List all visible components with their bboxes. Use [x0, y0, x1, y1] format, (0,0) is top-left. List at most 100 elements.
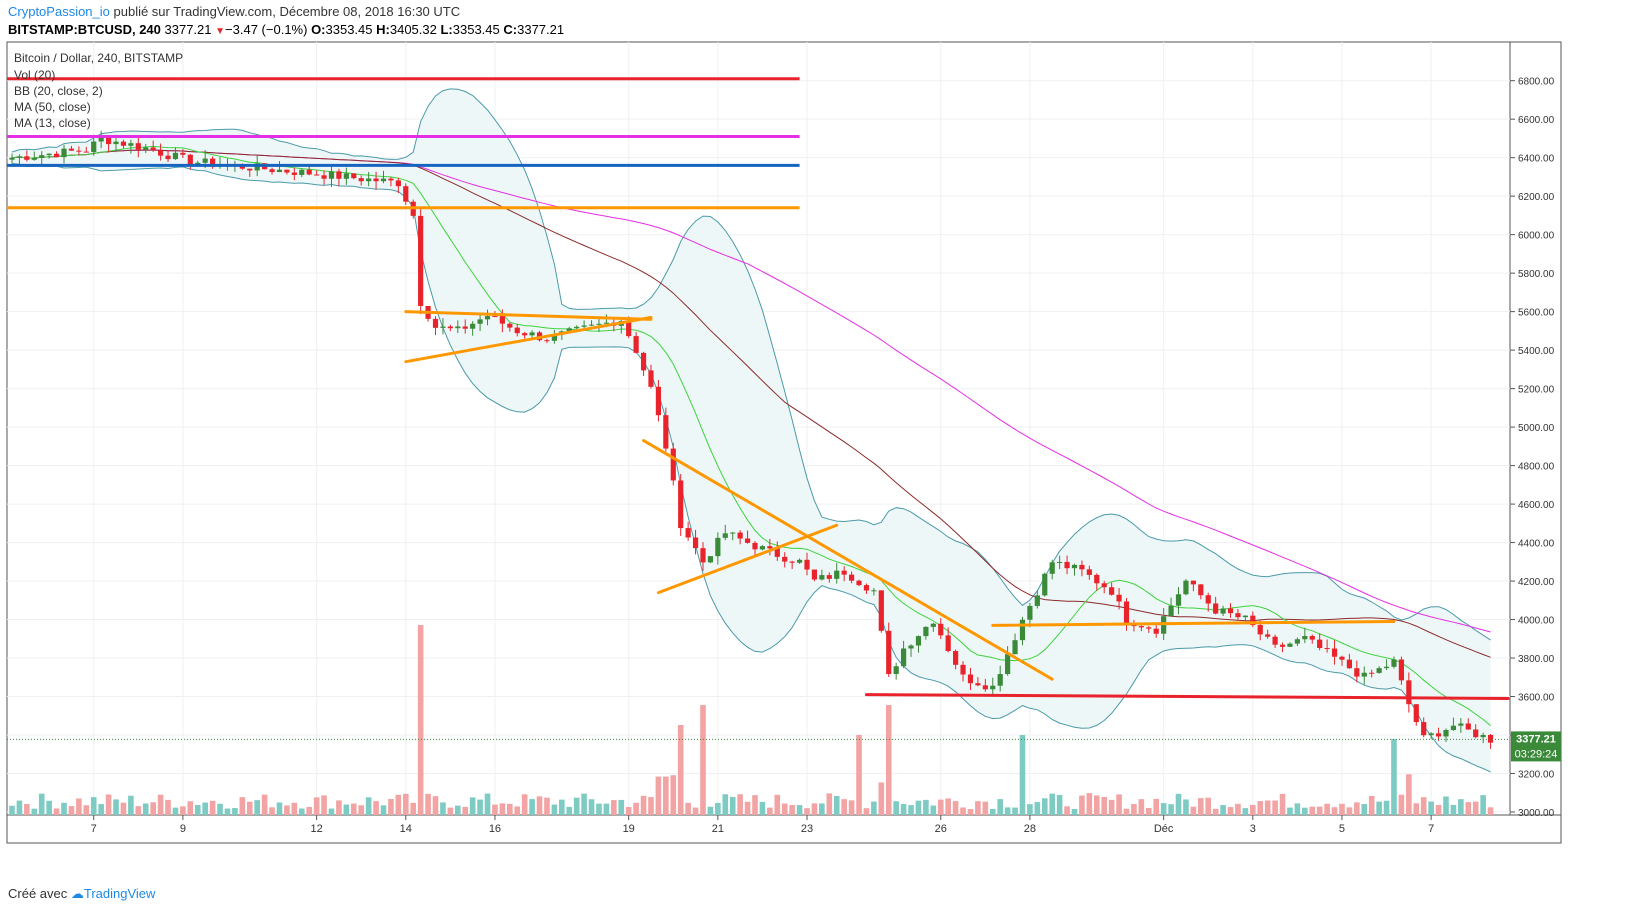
- candle-body: [938, 623, 944, 636]
- volume-bar: [774, 794, 781, 815]
- volume-bar: [1212, 808, 1219, 815]
- volume-bar: [1004, 807, 1011, 815]
- candle-body: [752, 542, 758, 550]
- candle-body: [1465, 723, 1471, 730]
- candle-body: [915, 636, 922, 646]
- candle-body: [1250, 615, 1256, 626]
- volume-bar: [1287, 807, 1293, 815]
- volume-bar: [796, 805, 803, 815]
- volume-bars: [9, 625, 1494, 815]
- time-tick-label: 9: [180, 823, 186, 835]
- candle-body: [856, 580, 862, 586]
- candle-body: [960, 664, 966, 675]
- candle-body: [1042, 573, 1048, 596]
- volume-bar: [514, 806, 521, 815]
- candle-body: [744, 538, 751, 543]
- volume-bar: [113, 799, 119, 815]
- volume-bar: [1198, 798, 1204, 815]
- volume-bar: [744, 801, 751, 815]
- volume-bar: [9, 805, 15, 815]
- candle-body: [782, 556, 788, 562]
- candle-body: [1227, 608, 1234, 614]
- open-label: O:: [311, 22, 326, 37]
- volume-bar: [663, 776, 669, 815]
- volume-bar: [165, 799, 171, 815]
- candle-body: [581, 325, 587, 327]
- candle-body: [1220, 608, 1226, 614]
- publish-info: CryptoPassion_io publié sur TradingView.…: [8, 4, 460, 19]
- candle-body: [982, 685, 988, 690]
- volume-bar: [202, 802, 208, 815]
- candle-body: [626, 321, 632, 337]
- candle-body: [514, 327, 520, 334]
- candle-body: [603, 322, 609, 324]
- volume-bar: [1354, 802, 1360, 815]
- volume-bar: [172, 807, 179, 815]
- volume-bar: [477, 799, 483, 815]
- candle-body: [499, 316, 505, 324]
- volume-bar: [269, 807, 275, 815]
- candle-body: [848, 574, 855, 581]
- tradingview-link[interactable]: TradingView: [83, 886, 156, 901]
- legend-vol: Vol (20): [14, 68, 55, 82]
- volume-bar: [1264, 800, 1271, 815]
- trend-line: [656, 523, 839, 595]
- volume-bar: [306, 806, 312, 815]
- candle-body: [975, 683, 981, 686]
- volume-bar: [923, 799, 929, 815]
- volume-bar: [343, 804, 350, 815]
- price-tick-label: 4400.00: [1518, 539, 1555, 550]
- legend-bb: BB (20, close, 2): [14, 84, 103, 98]
- volume-bar: [31, 808, 38, 815]
- candle-body: [1406, 680, 1412, 705]
- price-tick-label: 4800.00: [1518, 462, 1555, 473]
- candle-body: [692, 537, 699, 549]
- volume-bar: [1101, 796, 1108, 815]
- candle-body: [113, 141, 119, 145]
- candle-body: [306, 169, 312, 175]
- volume-bar: [1472, 801, 1479, 815]
- candle-body: [1109, 587, 1115, 595]
- volume-bar: [544, 797, 550, 815]
- candle-body: [663, 415, 669, 449]
- volume-bar: [484, 793, 491, 815]
- last-price-tag: 3377.21 03:29:24: [1511, 731, 1561, 762]
- volume-bar: [105, 794, 112, 815]
- candle-body: [276, 169, 283, 173]
- candle-body: [544, 340, 550, 342]
- candle-body: [202, 158, 208, 163]
- price-tick-label: 5800.00: [1518, 269, 1555, 280]
- volume-bar: [625, 807, 632, 815]
- volume-bar: [492, 804, 498, 815]
- volume-bar: [1487, 807, 1494, 815]
- volume-bar: [440, 802, 446, 815]
- volume-bar: [1413, 803, 1420, 815]
- candle-body: [68, 148, 75, 151]
- volume-bar: [321, 795, 327, 815]
- candle-body: [737, 532, 743, 539]
- volume-bar: [1205, 797, 1212, 815]
- volume-bar: [819, 803, 825, 815]
- volume-bar: [1086, 793, 1093, 815]
- volume-bar: [655, 776, 662, 815]
- candle-body: [648, 370, 654, 387]
- candle-body: [1324, 647, 1330, 649]
- volume-bar: [1480, 795, 1486, 815]
- volume-bar: [915, 800, 922, 815]
- volume-bar: [1368, 795, 1375, 815]
- author-link[interactable]: CryptoPassion_io: [8, 4, 110, 19]
- volume-bar: [752, 795, 758, 815]
- price-tick-label: 5600.00: [1518, 308, 1555, 319]
- trend-line: [991, 619, 1396, 627]
- volume-bar: [246, 801, 253, 815]
- candle-body: [796, 559, 803, 563]
- candle-body: [1354, 668, 1360, 677]
- candle-body: [1450, 725, 1457, 731]
- candle-body: [1309, 636, 1315, 640]
- candle-body: [358, 178, 364, 182]
- volume-bar: [1324, 803, 1330, 815]
- volume-bar: [811, 803, 818, 815]
- volume-bar: [1056, 795, 1063, 815]
- candle-body: [841, 570, 847, 575]
